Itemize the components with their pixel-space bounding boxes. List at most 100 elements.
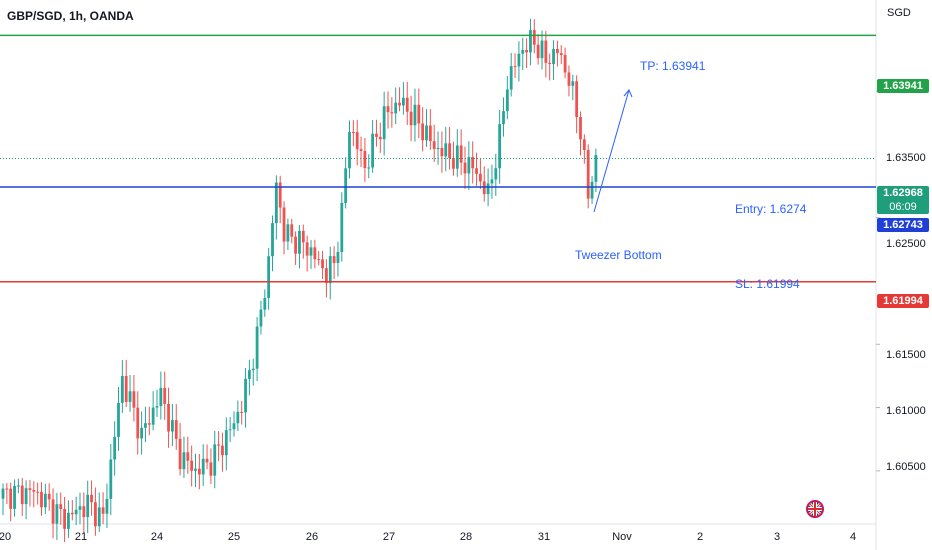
candle-body xyxy=(421,123,425,141)
candle-body xyxy=(402,97,405,106)
pattern-annotation: Tweezer Bottom xyxy=(575,248,662,262)
candle-body xyxy=(428,125,432,142)
candle-body xyxy=(590,181,594,199)
candle-body xyxy=(290,224,294,237)
candle-body xyxy=(529,30,532,53)
candle-body xyxy=(190,460,194,471)
candle-body xyxy=(197,468,201,475)
candle-body xyxy=(40,491,43,508)
candle-body xyxy=(213,444,217,476)
candle-body xyxy=(398,102,401,106)
x-tick-label: 20 xyxy=(0,531,12,543)
candle-body xyxy=(502,111,505,125)
candle-body xyxy=(359,149,363,151)
candle-body xyxy=(390,112,394,114)
candle-body xyxy=(348,132,351,169)
candle-body xyxy=(209,462,213,476)
candle-body xyxy=(313,247,317,260)
candle-body xyxy=(305,242,309,256)
current-price-label[interactable]: 1.62968 06:09 xyxy=(877,186,929,214)
y-tick-label: 1.60500 xyxy=(886,461,926,473)
candle-body xyxy=(51,499,55,524)
candle-body xyxy=(251,368,255,371)
candle-body xyxy=(1,488,5,499)
candle-body xyxy=(132,391,136,408)
candle-body xyxy=(467,157,471,174)
candle-body xyxy=(140,427,143,439)
candle-body xyxy=(63,509,66,529)
x-tick-label: 25 xyxy=(227,531,241,543)
candle-body xyxy=(563,55,567,73)
candle-body xyxy=(521,49,525,54)
candle-body xyxy=(105,498,109,514)
candle-body xyxy=(13,485,16,509)
candle-body xyxy=(301,230,305,243)
y-tick-label: 1.62500 xyxy=(886,238,926,250)
candle-body xyxy=(294,236,297,254)
symbol-title[interactable]: GBP/SGD, 1h, OANDA xyxy=(7,9,134,23)
candle-body xyxy=(309,247,313,256)
candle-body xyxy=(525,49,528,53)
candle-body xyxy=(144,423,147,428)
candle-body xyxy=(325,268,328,284)
candle-body xyxy=(571,81,575,86)
candle-body xyxy=(255,326,259,369)
candle-body xyxy=(517,53,521,67)
candle-body xyxy=(552,49,555,65)
candle-body xyxy=(494,168,498,180)
candle-body xyxy=(43,493,47,508)
candle-body xyxy=(371,133,374,168)
candle-body xyxy=(271,223,274,257)
y-tick-label: 1.63500 xyxy=(886,152,926,164)
candle-body xyxy=(382,106,386,140)
candle-body xyxy=(417,104,421,124)
sl-price-label[interactable]: 1.61994 xyxy=(877,294,929,308)
candle-body xyxy=(336,251,340,263)
candle-body xyxy=(355,132,359,150)
currency-label[interactable]: SGD xyxy=(887,7,911,19)
candle-body xyxy=(405,97,409,112)
candle-body xyxy=(182,452,186,470)
x-tick-label: 26 xyxy=(305,531,319,543)
candle-body xyxy=(117,402,120,437)
candle-body xyxy=(9,488,13,509)
candle-body xyxy=(159,387,163,407)
candle-body xyxy=(509,66,513,90)
candle-body xyxy=(298,230,301,254)
tp-price-label[interactable]: 1.63941 xyxy=(877,79,929,93)
candle-body xyxy=(36,491,40,493)
candle-body xyxy=(86,494,90,518)
candle-body xyxy=(579,117,582,140)
candle-body xyxy=(17,485,20,487)
candle-body xyxy=(394,102,398,114)
candle-body xyxy=(540,40,544,59)
x-tick-label: 2 xyxy=(696,531,704,543)
candle-body xyxy=(97,507,101,527)
candle-body xyxy=(548,62,552,65)
uk-flag-icon[interactable] xyxy=(806,500,824,518)
candle-body xyxy=(432,141,436,149)
candle-body xyxy=(147,423,151,425)
candle-body xyxy=(344,168,348,203)
candle-body xyxy=(120,376,124,403)
candle-body xyxy=(178,438,182,470)
candle-body xyxy=(186,452,190,461)
tp-annotation: TP: 1.63941 xyxy=(640,59,706,73)
candle-body xyxy=(55,504,59,524)
x-tick-label: 28 xyxy=(459,531,473,543)
candle-body xyxy=(328,256,332,284)
candle-body xyxy=(409,111,413,126)
entry-price-label[interactable]: 1.62743 xyxy=(877,218,929,232)
candle-body xyxy=(101,507,105,514)
candle-body xyxy=(151,407,155,425)
candle-body xyxy=(167,403,170,432)
candle-body xyxy=(90,494,93,503)
candle-body xyxy=(471,157,475,169)
candle-body xyxy=(224,430,228,456)
candle-body xyxy=(594,155,598,182)
candle-body xyxy=(274,182,278,224)
candle-body xyxy=(109,459,113,499)
candle-body xyxy=(244,378,247,413)
candle-body xyxy=(375,133,378,137)
